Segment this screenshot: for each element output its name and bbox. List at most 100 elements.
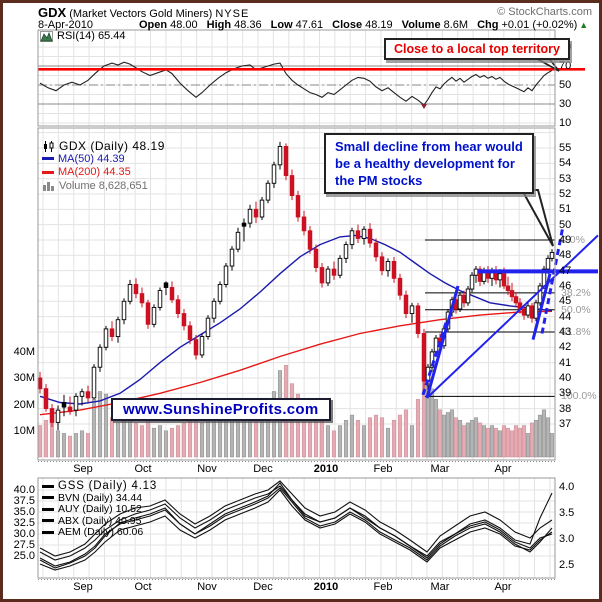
volume-bar (505, 427, 511, 458)
volume-bar (509, 430, 515, 458)
candle (355, 230, 361, 239)
candlestick-icon (44, 140, 54, 152)
volume-bar (193, 414, 199, 458)
fib-level-label: 61.8% (561, 326, 591, 338)
volume-bar (187, 420, 193, 458)
candle (103, 328, 109, 348)
candle (457, 294, 463, 310)
candle (121, 300, 127, 321)
comparison-legend-label: AUY (Daily) 10.52 (58, 503, 142, 516)
comparison-left-axis-label: 40.0 (13, 484, 35, 496)
x-axis-month-label: Apr (494, 581, 512, 593)
volume-bar (199, 422, 205, 458)
volume-bar (43, 420, 49, 458)
volume-bar (441, 414, 447, 458)
comparison-panel (39, 480, 553, 571)
candle (465, 288, 471, 304)
comparison-left-axis-label: 32.5 (13, 517, 35, 529)
candle (55, 409, 61, 423)
volume-bar (481, 425, 487, 458)
fibonacci-lines (425, 239, 555, 397)
volume-bar (497, 430, 503, 458)
volume-bar (157, 425, 163, 458)
rsi-axis-label: 70 (559, 60, 572, 72)
candle (497, 273, 503, 281)
candle (199, 336, 205, 356)
volume-bar (489, 425, 495, 458)
ticker-symbol: GDX (38, 5, 67, 20)
candle (169, 287, 175, 301)
volume-bar (103, 393, 109, 458)
line-icon (42, 530, 54, 534)
volume-bar (391, 420, 397, 458)
volume-bar (55, 430, 61, 458)
volume-bar (295, 393, 301, 458)
x-axis-month-label: Dec (253, 463, 273, 475)
volume-bars-icon (43, 182, 54, 191)
candle (37, 377, 43, 390)
callout-line: the PM stocks (335, 173, 423, 188)
price-axis-label: 50 (559, 219, 572, 231)
volume-bar (133, 422, 139, 458)
price-axis-label: 54 (559, 157, 572, 169)
callout-line: be a healthy development for (335, 156, 515, 171)
x-axis-month-label: Dec (253, 581, 273, 593)
change-up-arrow-icon: ▲ (579, 20, 589, 30)
volume-axis-label: 30M (13, 372, 35, 384)
line-icon (42, 496, 54, 500)
quote-field-label: Close (332, 19, 363, 31)
comparison-legend-row: AEM (Daily) 60.06 (42, 526, 143, 538)
x-axis-month-label: Nov (197, 581, 217, 593)
candle (79, 391, 85, 397)
volume-bar (115, 422, 121, 458)
x-axis-month-label: Oct (134, 463, 152, 475)
volume-bar (453, 417, 459, 458)
candle (325, 268, 331, 284)
quote-field-label: Low (270, 19, 293, 31)
candle (307, 230, 313, 250)
volume-bar (145, 420, 151, 458)
trend-line (426, 234, 599, 399)
comparison-left-axis-label: 25.0 (13, 550, 35, 562)
main-legend-row: MA(200) 44.35 (42, 166, 131, 178)
volume-bar (545, 417, 551, 458)
comparison-right-axis-label: 3.5 (559, 507, 575, 519)
rsi-low-marker (421, 103, 427, 109)
candle (187, 325, 193, 341)
volume-bar (521, 425, 527, 458)
callout-line: Small decline from hear would (335, 139, 523, 154)
price-axis-label: 52 (559, 188, 572, 200)
candle (265, 182, 271, 201)
x-axis-month-label: Sep (73, 581, 93, 593)
trend-annotation-lines (421, 225, 599, 399)
comparison-left-axis-label: 27.5 (13, 539, 35, 551)
trend-line (425, 285, 460, 399)
comparison-right-axis-label: 4.0 (559, 481, 575, 493)
rsi-axis-label: 10 (559, 117, 572, 129)
rsi-axis-label: 30 (559, 98, 572, 110)
candle (501, 273, 507, 287)
candle (349, 230, 355, 246)
candle (157, 290, 163, 308)
x-axis-month-label: Nov (197, 463, 217, 475)
volume-bar (271, 391, 277, 458)
candle (175, 299, 181, 315)
candle (505, 285, 511, 292)
quote-field-label: Chg (477, 19, 499, 31)
candle (533, 302, 539, 319)
panel-borders (37, 29, 556, 580)
price-axis-label: 40 (559, 372, 572, 384)
volume-bar (319, 414, 325, 458)
candle (361, 228, 367, 239)
volume-bar (513, 425, 519, 458)
volume-bar (355, 420, 361, 458)
volume-bar (403, 409, 409, 458)
comparison-left-axis-label: 35.0 (13, 506, 35, 518)
rsi-line (39, 61, 553, 106)
fib-level-label: 100.0% (561, 390, 597, 402)
volume-bar (85, 433, 91, 458)
volume-bar (163, 430, 169, 458)
candle (247, 208, 253, 224)
line-icon (42, 507, 54, 511)
